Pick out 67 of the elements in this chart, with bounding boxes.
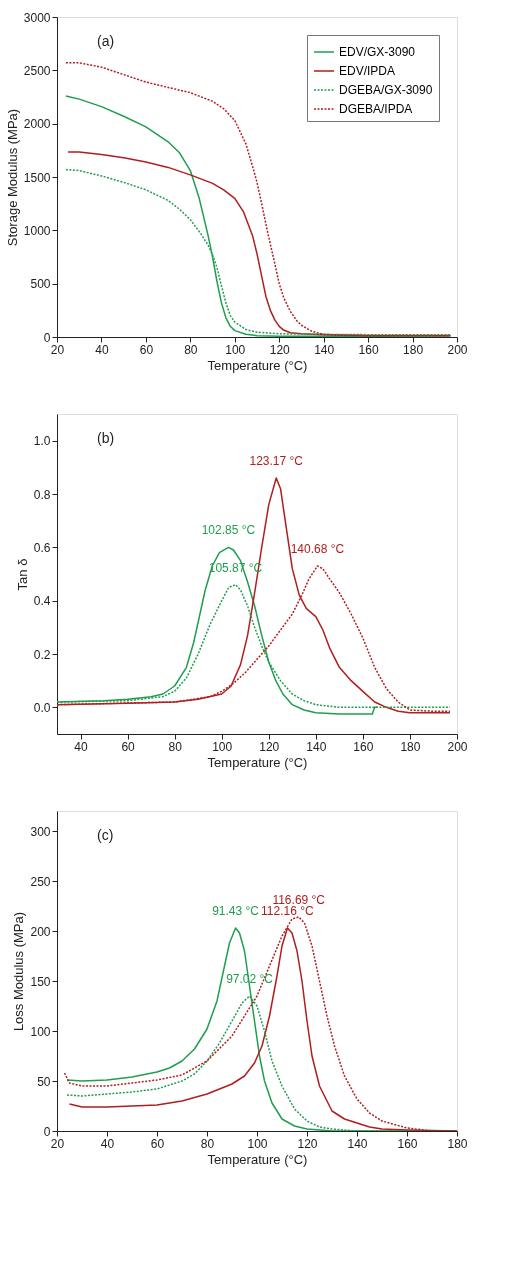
x-tick-label: 200	[447, 342, 468, 357]
y-axis-title: Tan δ	[14, 558, 30, 591]
x-tick-label: 120	[269, 342, 291, 357]
y-tick-label: 1.0	[33, 434, 51, 449]
x-tick-label: 140	[347, 1136, 368, 1151]
x-tick-label: 140	[314, 342, 335, 357]
y-tick-label: 0.8	[33, 487, 51, 502]
x-tick-label: 200	[447, 739, 468, 754]
x-tick-label: 120	[259, 739, 280, 754]
x-tick-label: 120	[297, 1136, 318, 1151]
x-tick-label: 180	[400, 739, 421, 754]
y-tick-label: 0.0	[33, 700, 51, 715]
annotation: (b)	[97, 430, 115, 446]
x-tick-label: 20	[50, 342, 65, 357]
x-tick-label: 160	[358, 342, 379, 357]
x-tick-label: 80	[168, 739, 183, 754]
y-axis-title: Loss Modulus (MPa)	[11, 911, 27, 1032]
x-tick-label: 60	[121, 739, 136, 754]
y-tick-label: 250	[30, 874, 51, 889]
x-tick-label: 20	[50, 1136, 65, 1151]
y-tick-label: 100	[30, 1024, 51, 1039]
y-tick-label: 200	[30, 924, 51, 939]
x-tick-label: 100	[225, 342, 246, 357]
y-tick-label: 3000	[23, 10, 51, 25]
x-tick-label: 40	[74, 739, 89, 754]
y-tick-label: 0.2	[33, 647, 51, 662]
y-tick-label: 2000	[23, 117, 51, 132]
y-tick-label: 0	[43, 330, 51, 345]
y-tick-label: 2500	[23, 63, 51, 78]
x-tick-label: 60	[150, 1136, 165, 1151]
y-axis-title: Storage Modulus (MPa)	[4, 108, 20, 247]
y-tick-label: 1500	[23, 170, 51, 185]
x-tick-label: 80	[184, 342, 198, 357]
x-tick-label: 180	[403, 342, 424, 357]
y-tick-label: 150	[30, 974, 51, 989]
legend-label: EDV/GX-3090	[339, 45, 416, 59]
x-tick-label: 80	[200, 1136, 215, 1151]
annotation: 116.69 °C	[272, 893, 326, 907]
x-tick-label: 40	[100, 1136, 115, 1151]
x-tick-label: 100	[212, 739, 233, 754]
annotation: 112.16 °C	[261, 904, 315, 918]
x-tick-label: 100	[247, 1136, 268, 1151]
annotation: 140.68 °C	[290, 542, 345, 556]
x-tick-label: 60	[139, 342, 154, 357]
y-tick-label: 1000	[23, 223, 51, 238]
annotation: 102.85 °C	[201, 523, 256, 538]
x-tick-label: 160	[397, 1136, 418, 1151]
annotation: 123.17 °C	[249, 454, 304, 468]
annotation: (c)	[97, 827, 114, 843]
y-tick-label: 0.4	[33, 594, 51, 609]
x-tick-label: 160	[353, 739, 374, 754]
legend-label: EDV/IPDA	[339, 64, 396, 78]
x-tick-label: 140	[306, 739, 327, 754]
y-tick-label: 50	[37, 1074, 51, 1089]
x-axis-title: Temperature (°C)	[207, 754, 308, 770]
legend-label: DGEBA/IPDA	[339, 102, 413, 116]
annotation: (a)	[97, 33, 115, 49]
x-axis-title: Temperature (°C)	[207, 357, 308, 373]
y-tick-label: 0	[43, 1124, 51, 1139]
x-tick-label: 40	[95, 342, 109, 357]
y-tick-label: 300	[30, 824, 51, 839]
y-tick-label: 0.6	[33, 540, 51, 555]
x-axis-title: Temperature (°C)	[207, 1151, 308, 1167]
x-tick-label: 180	[447, 1136, 468, 1151]
legend-label: DGEBA/GX-3090	[339, 83, 433, 97]
annotation: 91.43 °C	[212, 904, 260, 918]
y-tick-label: 500	[30, 277, 51, 292]
